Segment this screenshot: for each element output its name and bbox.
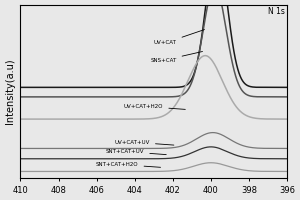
Text: SNT+CAT+UV: SNT+CAT+UV xyxy=(106,149,166,155)
Text: SNS+CAT: SNS+CAT xyxy=(150,51,203,63)
Text: SNT+CAT+H2O: SNT+CAT+H2O xyxy=(96,162,160,167)
Text: UV+CAT+H2O: UV+CAT+H2O xyxy=(124,104,185,109)
Y-axis label: Intensity(a.u): Intensity(a.u) xyxy=(5,59,15,124)
Text: UV+CAT: UV+CAT xyxy=(154,30,205,45)
Text: N 1s: N 1s xyxy=(268,7,284,16)
Text: UV+CAT+UV: UV+CAT+UV xyxy=(115,140,174,145)
